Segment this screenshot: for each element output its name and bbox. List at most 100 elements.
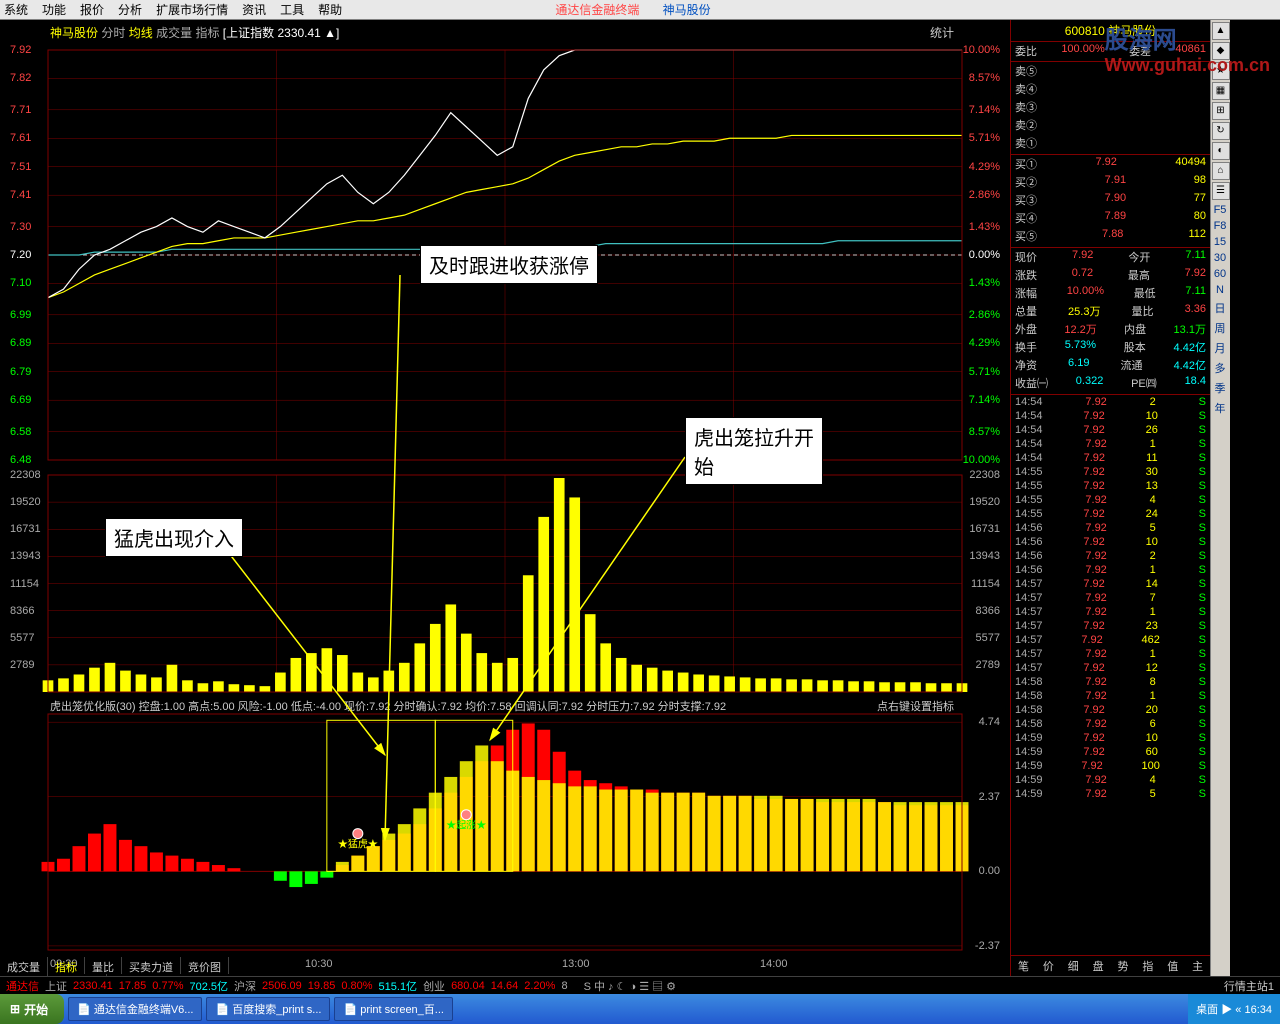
tick-row: 14:567.921S xyxy=(1011,563,1210,577)
sidebar-period[interactable]: 多 xyxy=(1211,360,1229,376)
menu-item[interactable]: 功能 xyxy=(42,3,66,17)
sidebar-period[interactable]: 年 xyxy=(1211,400,1229,416)
volume-chart[interactable] xyxy=(0,471,1010,696)
footer-tab[interactable]: 笔 xyxy=(1011,956,1036,976)
footer-tab[interactable]: 指 xyxy=(1135,956,1160,976)
menu-item[interactable]: 工具 xyxy=(280,3,304,17)
sidebar-period[interactable]: 60 xyxy=(1211,268,1229,280)
buy-row: 买③7.9077 xyxy=(1011,191,1210,209)
stock-header: 600810 神马股份 xyxy=(1011,20,1210,42)
chart-header: 神马股份 分时 均线 成交量 指标 [上证指数 2330.41 ▲] xyxy=(50,24,339,41)
sell-row: 卖⑤ xyxy=(1011,62,1210,80)
tick-row: 14:547.922S xyxy=(1011,395,1210,409)
footer-tab[interactable]: 细 xyxy=(1061,956,1086,976)
footer-tab[interactable]: 价 xyxy=(1036,956,1061,976)
sidebar-period[interactable]: F5 xyxy=(1211,204,1229,216)
status-bar: 通达信上证2330.4117.850.77%702.5亿沪深2506.0919.… xyxy=(0,976,1280,994)
taskbar-item[interactable]: 📄 通达信金融终端V6... xyxy=(68,997,202,1021)
bottom-tab[interactable]: 成交量 xyxy=(0,957,48,974)
start-button[interactable]: ⊞开始 xyxy=(0,994,64,1024)
sidebar-icon[interactable]: ☰ xyxy=(1212,182,1230,200)
footer-tab[interactable]: 主 xyxy=(1185,956,1210,976)
chart-area: 神马股份 分时 均线 成交量 指标 [上证指数 2330.41 ▲] 统计 虎出… xyxy=(0,20,1010,976)
stat-row: 现价7.92今开7.11 xyxy=(1011,248,1210,266)
tick-row: 14:577.927S xyxy=(1011,591,1210,605)
footer-tab[interactable]: 势 xyxy=(1111,956,1136,976)
quote-panel: 600810 神马股份 委比100.00% 委差40861 卖⑤卖④卖③卖②卖①… xyxy=(1010,20,1210,976)
tick-row: 14:577.921S xyxy=(1011,647,1210,661)
sidebar-period[interactable]: F8 xyxy=(1211,220,1229,232)
weibi-row: 委比100.00% 委差40861 xyxy=(1011,42,1210,62)
bottom-tab[interactable]: 量比 xyxy=(85,957,122,974)
sidebar-icon[interactable]: ◆ xyxy=(1212,42,1230,60)
sell-row: 卖③ xyxy=(1011,98,1210,116)
bottom-tab[interactable]: 买卖力道 xyxy=(122,957,181,974)
indicator-chart[interactable]: ★猛虎★★起涨★ xyxy=(0,696,1010,954)
tick-row: 14:587.928S xyxy=(1011,675,1210,689)
sell-row: 卖① xyxy=(1011,134,1210,152)
menu-item[interactable]: 系统 xyxy=(4,3,28,17)
buy-row: 买①7.9240494 xyxy=(1011,155,1210,173)
bottom-tabs[interactable]: 成交量指标量比买卖力道竞价图 xyxy=(0,957,229,974)
tick-row: 14:547.921S xyxy=(1011,437,1210,451)
menu-item[interactable]: 帮助 xyxy=(318,3,342,17)
tick-row: 14:597.92100S xyxy=(1011,759,1210,773)
sidebar-icon[interactable]: ▦ xyxy=(1212,82,1230,100)
sidebar-period[interactable]: 季 xyxy=(1211,380,1229,396)
annotation-box: 虎出笼拉升开 始 xyxy=(685,417,823,485)
tick-row: 14:547.9226S xyxy=(1011,423,1210,437)
sidebar-icon[interactable]: ⊞ xyxy=(1212,102,1230,120)
panel-footer-tabs[interactable]: 笔价细盘势指值主 xyxy=(1011,955,1210,976)
taskbar-item[interactable]: 📄 print screen_百... xyxy=(334,997,453,1021)
tick-row: 14:577.9212S xyxy=(1011,661,1210,675)
sidebar-icon[interactable]: ★ xyxy=(1212,62,1230,80)
time-label: 10:30 xyxy=(305,958,333,974)
taskbar-item[interactable]: 📄 百度搜索_print s... xyxy=(206,997,330,1021)
sidebar-period[interactable]: N xyxy=(1211,284,1229,296)
stat-row: 净资6.19流通4.42亿 xyxy=(1011,356,1210,374)
menu-item[interactable]: 分析 xyxy=(118,3,142,17)
bottom-tab[interactable]: 指标 xyxy=(48,957,85,974)
annotation-box: 及时跟进收获涨停 xyxy=(420,245,598,284)
tick-row: 14:577.9223S xyxy=(1011,619,1210,633)
tick-row: 14:577.92462S xyxy=(1011,633,1210,647)
sidebar-period[interactable]: 30 xyxy=(1211,252,1229,264)
tick-row: 14:557.9224S xyxy=(1011,507,1210,521)
stat-row: 收益㈠0.322PE㈣18.4 xyxy=(1011,374,1210,392)
sidebar-period[interactable]: 15 xyxy=(1211,236,1229,248)
tick-row: 14:567.9210S xyxy=(1011,535,1210,549)
menu-item[interactable]: 报价 xyxy=(80,3,104,17)
menu-bar: 系统功能报价分析扩展市场行情资讯工具帮助 通达信金融终端 神马股份 xyxy=(0,0,1280,20)
tick-row: 14:577.921S xyxy=(1011,605,1210,619)
stat-row: 换手5.73%股本4.42亿 xyxy=(1011,338,1210,356)
tick-row: 14:597.9260S xyxy=(1011,745,1210,759)
sidebar-icon[interactable]: ▲ xyxy=(1212,22,1230,40)
stock-name-title: 神马股份 xyxy=(663,3,711,17)
taskbar[interactable]: ⊞开始 📄 通达信金融终端V6...📄 百度搜索_print s...📄 pri… xyxy=(0,994,1280,1024)
sell-row: 卖④ xyxy=(1011,80,1210,98)
sidebar-icon[interactable]: ⌂ xyxy=(1212,162,1230,180)
tick-row: 14:587.9220S xyxy=(1011,703,1210,717)
right-sidebar[interactable]: ▲ ◆ ★ ▦ ⊞ ↻ ◐ ⌂ ☰ F5 F8 15 30 60 N日周月多季年 xyxy=(1210,20,1230,976)
system-tray[interactable]: 桌面 ▶ « 16:34 xyxy=(1188,994,1280,1024)
tick-row: 14:547.9211S xyxy=(1011,451,1210,465)
time-label: 14:00 xyxy=(760,958,788,974)
bottom-tab[interactable]: 竞价图 xyxy=(181,957,229,974)
tick-row: 14:597.924S xyxy=(1011,773,1210,787)
menu-item[interactable]: 扩展市场行情 xyxy=(156,3,228,17)
footer-tab[interactable]: 值 xyxy=(1160,956,1185,976)
stats-button[interactable]: 统计 xyxy=(930,24,954,41)
tick-row: 14:557.9213S xyxy=(1011,479,1210,493)
menu-item[interactable]: 资讯 xyxy=(242,3,266,17)
buy-row: 买④7.8980 xyxy=(1011,209,1210,227)
svg-text:★猛虎★: ★猛虎★ xyxy=(338,839,378,851)
sidebar-period[interactable]: 月 xyxy=(1211,340,1229,356)
time-label: 13:00 xyxy=(562,958,590,974)
sidebar-period[interactable]: 日 xyxy=(1211,300,1229,316)
tick-row: 14:567.922S xyxy=(1011,549,1210,563)
app-title: 通达信金融终端 xyxy=(555,3,639,17)
sidebar-icon[interactable]: ◐ xyxy=(1212,142,1230,160)
footer-tab[interactable]: 盘 xyxy=(1086,956,1111,976)
sidebar-period[interactable]: 周 xyxy=(1211,320,1229,336)
sidebar-icon[interactable]: ↻ xyxy=(1212,122,1230,140)
